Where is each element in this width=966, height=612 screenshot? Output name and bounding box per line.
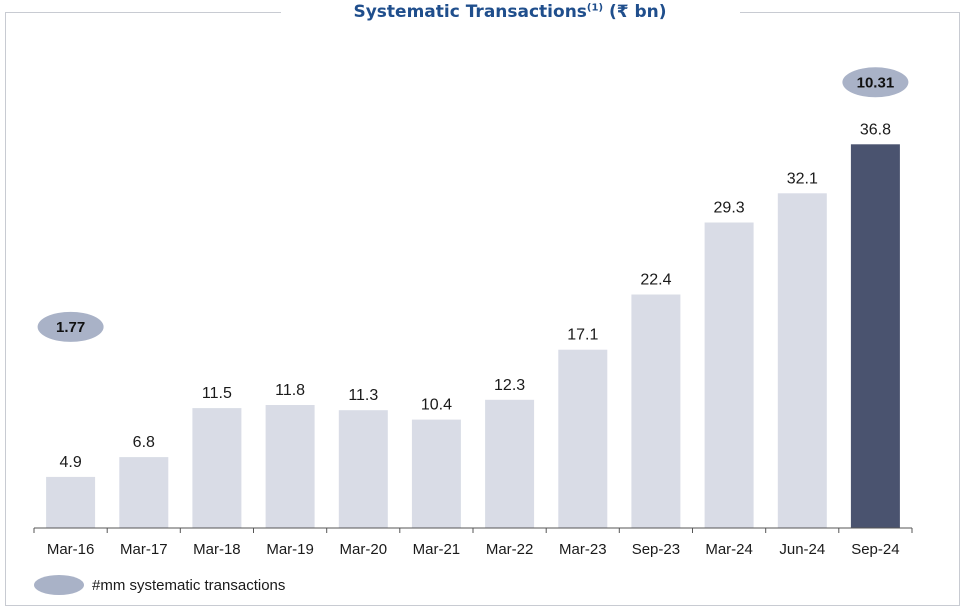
frame-top-right-line bbox=[740, 12, 960, 13]
count-bubble-label: 10.31 bbox=[857, 74, 895, 91]
legend: #mm systematic transactions bbox=[34, 575, 285, 595]
count-bubble-label: 1.77 bbox=[56, 319, 85, 336]
x-tick-label: Mar-18 bbox=[193, 541, 241, 558]
legend-bubble-swatch bbox=[34, 575, 84, 595]
data-label: 11.3 bbox=[348, 387, 378, 404]
frame-top-left-line bbox=[5, 12, 281, 13]
x-tick-label: Mar-19 bbox=[266, 541, 314, 558]
bar-mar-23 bbox=[558, 349, 608, 528]
data-label: 36.8 bbox=[860, 121, 891, 138]
bar-sep-24 bbox=[850, 144, 900, 529]
chart-title: Systematic Transactions(1) (₹ bn) bbox=[290, 2, 730, 22]
x-tick-label: Sep-24 bbox=[851, 541, 899, 558]
x-tick-label: Mar-23 bbox=[559, 541, 607, 558]
x-tick-label: Mar-21 bbox=[413, 541, 461, 558]
bar-sep-23 bbox=[631, 294, 681, 528]
x-tick-label: Mar-16 bbox=[47, 541, 95, 558]
data-label: 22.4 bbox=[640, 272, 671, 289]
bar-mar-24 bbox=[704, 222, 754, 528]
x-tick-label: Mar-20 bbox=[340, 541, 388, 558]
x-tick-label: Mar-17 bbox=[120, 541, 168, 558]
data-label: 10.4 bbox=[421, 397, 452, 414]
chart-title-unit: (₹ bn) bbox=[608, 2, 667, 22]
data-label: 12.3 bbox=[494, 377, 525, 394]
x-tick-label: Sep-23 bbox=[632, 541, 680, 558]
count-bubble bbox=[37, 311, 104, 342]
bar-jun-24 bbox=[777, 193, 827, 529]
chart-title-superscript: (1) bbox=[586, 2, 604, 14]
data-label: 4.9 bbox=[59, 454, 81, 471]
count-bubble bbox=[842, 67, 909, 98]
data-label: 29.3 bbox=[714, 200, 745, 217]
bar-mar-18 bbox=[192, 408, 242, 528]
data-label: 32.1 bbox=[787, 170, 818, 187]
data-label: 11.5 bbox=[202, 385, 232, 402]
bar-mar-20 bbox=[338, 410, 388, 528]
chart-frame bbox=[5, 12, 960, 606]
bar-mar-17 bbox=[119, 457, 169, 528]
bar-mar-21 bbox=[411, 419, 461, 528]
data-label: 11.8 bbox=[275, 382, 305, 399]
bar-mar-22 bbox=[485, 399, 535, 528]
data-label: 6.8 bbox=[133, 434, 155, 451]
legend-label: #mm systematic transactions bbox=[92, 576, 286, 594]
x-tick-label: Jun-24 bbox=[779, 541, 825, 558]
chart-title-text: Systematic Transactions bbox=[353, 2, 587, 22]
bar-mar-19 bbox=[265, 405, 315, 528]
data-label: 17.1 bbox=[567, 327, 598, 344]
x-tick-label: Mar-24 bbox=[705, 541, 753, 558]
bar-mar-16 bbox=[46, 476, 96, 528]
x-tick-label: Mar-22 bbox=[486, 541, 534, 558]
